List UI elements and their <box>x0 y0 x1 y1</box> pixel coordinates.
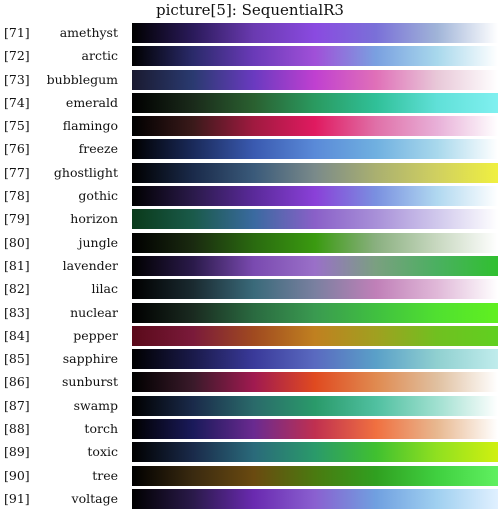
colormap-row: [75] flamingo <box>0 116 500 139</box>
colormap-row: [87] swamp <box>0 395 500 419</box>
colormap-gradient-bar <box>132 488 498 509</box>
colormap-row: [74] emerald <box>0 92 500 116</box>
colormap-row: [85] sapphire <box>0 349 500 372</box>
colormap-gradient-bar <box>132 465 498 486</box>
colormap-row: [77] ghostlight <box>0 162 500 186</box>
colormap-gradient-bar <box>132 395 498 416</box>
colormap-gradient-bar <box>132 419 498 440</box>
colormap-row: [84] pepper <box>0 325 500 349</box>
colormap-row: [91] voltage <box>0 488 500 512</box>
colormap-index: [72] <box>4 48 30 64</box>
colormap-name: horizon <box>70 211 118 227</box>
colormap-name: jungle <box>78 234 118 250</box>
colormap-gradient-bar <box>132 92 498 113</box>
colormap-row: [86] sunburst <box>0 372 500 395</box>
colormap-index: [82] <box>4 281 30 297</box>
colormap-name: tree <box>92 467 118 483</box>
colormap-name: voltage <box>71 490 118 506</box>
colormap-name: lavender <box>62 257 118 273</box>
colormap-index: [84] <box>4 327 30 343</box>
colormap-name: bubblegum <box>46 71 118 87</box>
colormap-row: [72] arctic <box>0 46 500 69</box>
colormap-row: [83] nuclear <box>0 302 500 326</box>
colormap-row: [71] amethyst <box>0 23 500 46</box>
colormap-gradient-bar <box>132 186 498 207</box>
colormap-name: freeze <box>78 141 118 157</box>
colormap-name: toxic <box>87 444 118 460</box>
colormap-index: [91] <box>4 490 30 506</box>
colormap-name: torch <box>84 421 118 437</box>
colormap-gradient-bar <box>132 372 498 393</box>
colormap-list: [71] amethyst [72] arctic [73] bubblegum [74] e… <box>0 23 500 512</box>
page-title: picture[5]: SequentialR3 <box>156 1 344 19</box>
colormap-gradient-bar <box>132 139 498 160</box>
colormap-row: [78] gothic <box>0 186 500 209</box>
colormap-row: [73] bubblegum <box>0 69 500 93</box>
colormap-name: lilac <box>91 281 118 297</box>
colormap-index: [75] <box>4 118 30 134</box>
colormap-name: ghostlight <box>53 164 118 180</box>
colormap-name: amethyst <box>59 25 118 40</box>
colormap-index: [81] <box>4 257 30 273</box>
colormap-row: [88] torch <box>0 419 500 442</box>
colormap-gradient-bar <box>132 349 498 370</box>
colormap-name: sunburst <box>62 374 118 390</box>
colormap-name: swamp <box>73 397 118 413</box>
colormap-gradient-bar <box>132 255 498 276</box>
colormap-gradient-bar <box>132 279 498 300</box>
colormap-row: [82] lilac <box>0 279 500 302</box>
colormap-row: [79] horizon <box>0 209 500 232</box>
colormap-index: [87] <box>4 397 30 413</box>
colormap-gradient-bar <box>132 162 498 183</box>
colormap-gradient-bar <box>132 325 498 346</box>
colormap-index: [76] <box>4 141 30 157</box>
colormap-name: sapphire <box>62 351 118 367</box>
colormap-row: [90] tree <box>0 465 500 489</box>
colormap-gradient-bar <box>132 442 498 463</box>
colormap-index: [86] <box>4 374 30 390</box>
colormap-name: pepper <box>73 327 118 343</box>
colormap-name: nuclear <box>70 304 118 320</box>
colormap-index: [90] <box>4 467 30 483</box>
colormap-name: emerald <box>65 94 118 110</box>
colormap-index: [88] <box>4 421 30 437</box>
colormap-gradient-bar <box>132 23 498 43</box>
colormap-gradient-bar <box>132 46 498 67</box>
colormap-index: [78] <box>4 188 30 204</box>
colormap-row: [80] jungle <box>0 232 500 256</box>
colormap-name: arctic <box>81 48 118 64</box>
colormap-gradient-bar <box>132 209 498 230</box>
colormap-name: gothic <box>78 188 118 204</box>
colormap-name: flamingo <box>62 118 118 134</box>
colormap-index: [74] <box>4 94 30 110</box>
colormap-index: [83] <box>4 304 30 320</box>
colormap-row: [81] lavender <box>0 255 500 279</box>
colormap-index: [85] <box>4 351 30 367</box>
colormap-index: [77] <box>4 164 30 180</box>
colormap-row: [76] freeze <box>0 139 500 162</box>
colormap-gradient-bar <box>132 232 498 253</box>
colormap-index: [89] <box>4 444 30 460</box>
colormap-gradient-bar <box>132 69 498 90</box>
colormap-row: [89] toxic <box>0 442 500 465</box>
colormap-index: [80] <box>4 234 30 250</box>
colormap-gradient-bar <box>132 116 498 137</box>
colormap-index: [71] <box>4 25 30 40</box>
colormap-gradient-bar <box>132 302 498 323</box>
colormap-index: [79] <box>4 211 30 227</box>
colormap-index: [73] <box>4 71 30 87</box>
